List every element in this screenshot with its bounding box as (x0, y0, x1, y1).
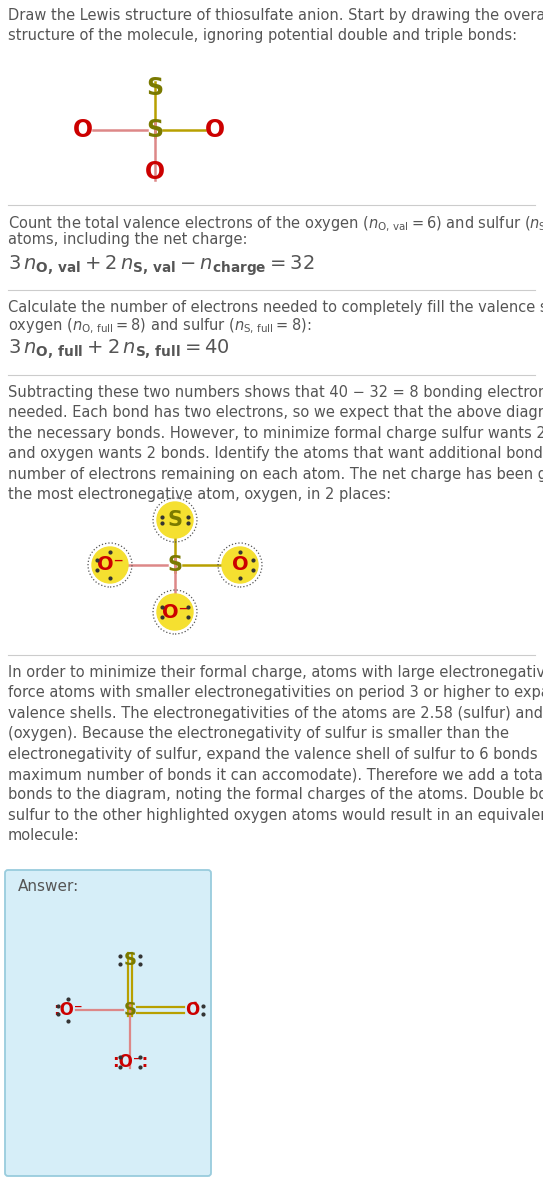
Text: $3\,\mathit{n}_{\mathregular{O,\,full}} + 2\,\mathit{n}_{\mathregular{S,\,full}}: $3\,\mathit{n}_{\mathregular{O,\,full}} … (8, 338, 230, 362)
Text: S: S (123, 1001, 136, 1019)
FancyBboxPatch shape (5, 870, 211, 1176)
Text: atoms, including the net charge:: atoms, including the net charge: (8, 232, 248, 247)
Text: O: O (145, 160, 165, 184)
Text: Ȯ: Ȯ (185, 1001, 199, 1019)
Text: :O⁻:: :O⁻: (112, 1053, 148, 1071)
Text: S: S (167, 556, 182, 574)
Text: $3\,\mathit{n}_{\mathregular{O,\,val}} + 2\,\mathit{n}_{\mathregular{S,\,val}} -: $3\,\mathit{n}_{\mathregular{O,\,val}} +… (8, 253, 314, 278)
Text: Answer:: Answer: (18, 879, 79, 894)
Text: :O⁻: :O⁻ (53, 1001, 83, 1019)
Circle shape (92, 547, 128, 583)
Circle shape (157, 595, 193, 630)
Text: Subtracting these two numbers shows that 40 − 32 = 8 bonding electrons are
neede: Subtracting these two numbers shows that… (8, 385, 543, 502)
Text: O: O (73, 118, 93, 142)
Text: S: S (147, 118, 163, 142)
Text: O: O (205, 118, 225, 142)
Text: oxygen ($\mathit{n}_{\mathregular{O,\,full}} = 8$) and sulfur ($\mathit{n}_{\mat: oxygen ($\mathit{n}_{\mathregular{O,\,fu… (8, 317, 311, 337)
Text: Draw the Lewis structure of thiosulfate anion. Start by drawing the overall
stru: Draw the Lewis structure of thiosulfate … (8, 8, 543, 44)
Circle shape (222, 547, 258, 583)
Text: S: S (167, 509, 182, 530)
Text: Calculate the number of electrons needed to completely fill the valence shells f: Calculate the number of electrons needed… (8, 300, 543, 314)
Text: O⁻: O⁻ (97, 556, 123, 574)
Text: S: S (123, 952, 136, 969)
Circle shape (157, 502, 193, 538)
Text: In order to minimize their formal charge, atoms with large electronegativities c: In order to minimize their formal charge… (8, 665, 543, 843)
Text: S: S (147, 76, 163, 100)
Text: Count the total valence electrons of the oxygen ($\mathit{n}_{\mathregular{O,\,v: Count the total valence electrons of the… (8, 215, 543, 234)
Text: O: O (232, 556, 248, 574)
Text: O⁻: O⁻ (162, 603, 188, 622)
